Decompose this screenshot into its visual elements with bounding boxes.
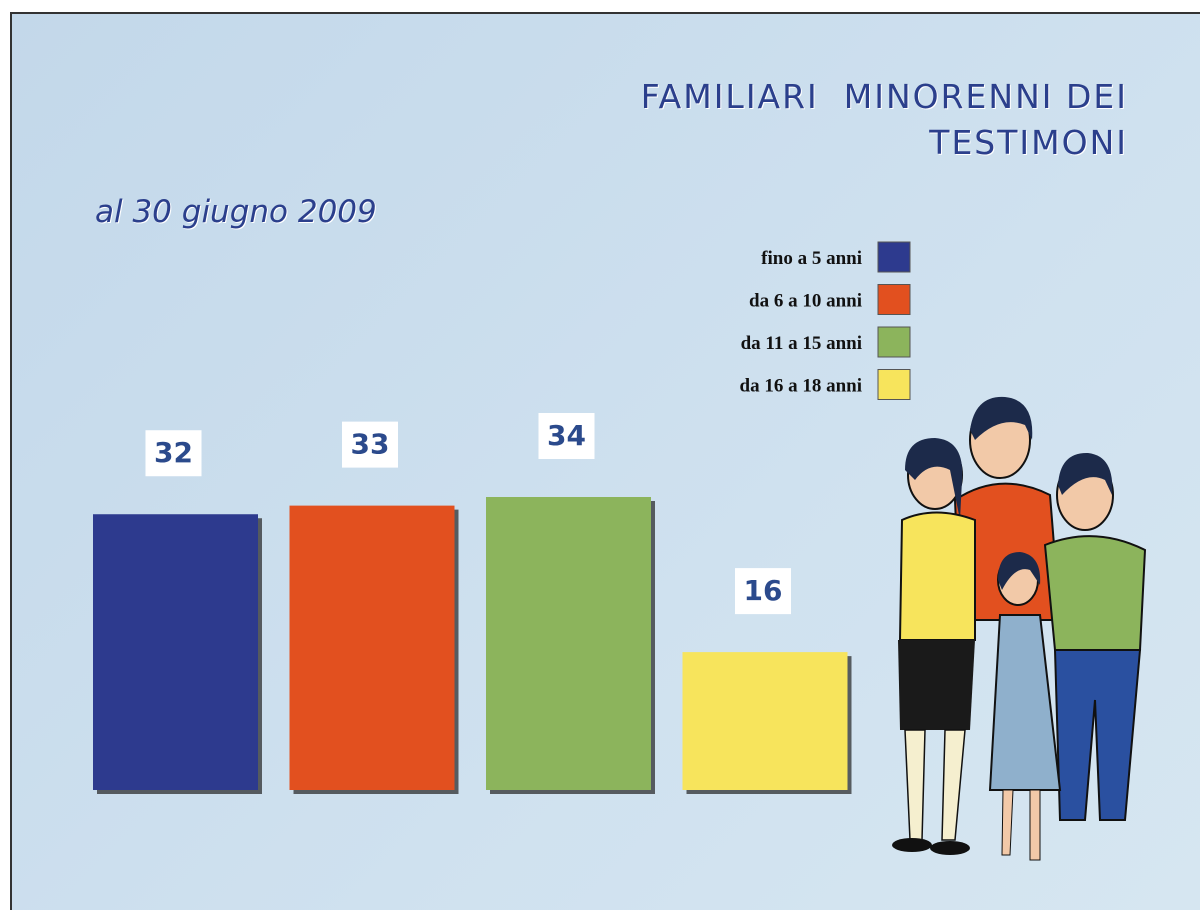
value-label-box <box>145 430 202 477</box>
legend-swatch <box>877 241 911 273</box>
family-clipart <box>892 396 1147 861</box>
value-label: 34 <box>547 419 586 452</box>
legend-label: da 16 a 18 anni <box>740 376 862 397</box>
bars: 32 fino a 5 anni 33 da 6 a 10 anni 34 da 11 a… <box>93 241 911 794</box>
bar <box>289 505 455 790</box>
value-label-box <box>735 568 791 615</box>
legend-swatch <box>877 369 911 400</box>
legend-swatch <box>877 326 911 358</box>
value-label-box <box>538 413 595 459</box>
legend-label: da 11 a 15 anni <box>741 333 862 354</box>
legend-swatch <box>877 284 911 315</box>
chart-subtitle: al 30 giugno 2009 <box>95 194 377 230</box>
value-label: 16 <box>744 574 783 607</box>
bar <box>486 497 651 790</box>
bar <box>682 652 848 790</box>
value-label: 33 <box>351 428 390 461</box>
chart-title: FAMILIARI MINORENNI DEI TESTIMONI <box>640 77 1128 162</box>
value-label: 32 <box>154 436 193 469</box>
legend-label: da 6 a 10 anni <box>749 291 862 312</box>
legend-label: fino a 5 anni <box>761 248 862 269</box>
bar <box>93 514 258 790</box>
value-label-box <box>342 421 398 468</box>
